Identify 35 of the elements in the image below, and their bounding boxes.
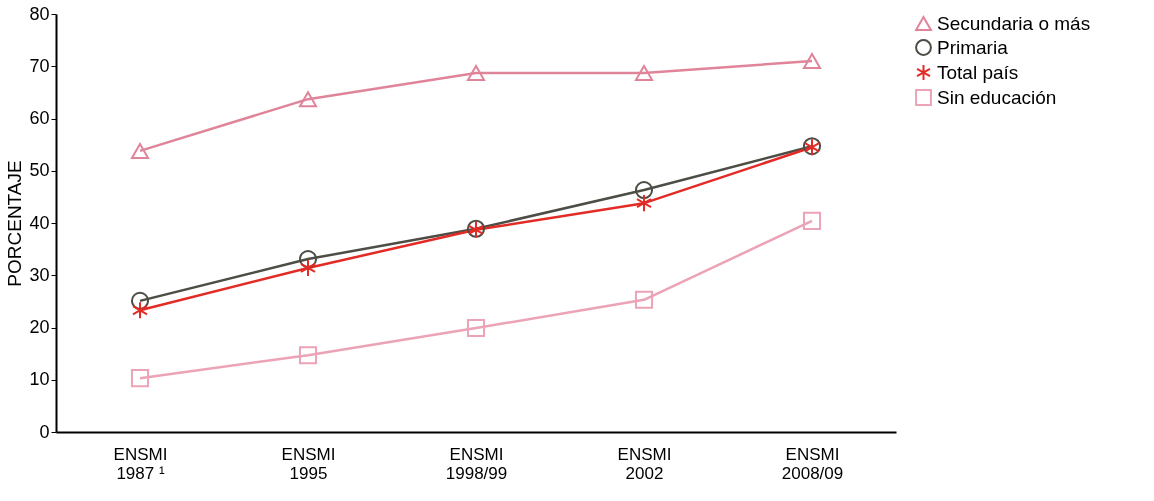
point [634, 290, 654, 309]
point [130, 369, 150, 388]
y-tick-label: 50 [29, 160, 50, 181]
x-tick-label: ENSMI 2002 [617, 444, 672, 483]
legend-label: Secundaria o más [937, 12, 1091, 34]
point [634, 181, 654, 200]
y-tick-label: 70 [29, 55, 50, 76]
x-tick-label: ENSMI 1998/99 [445, 444, 508, 483]
point [298, 346, 318, 365]
point [635, 194, 653, 213]
x-tick-label: ENSMI 1995 [281, 444, 336, 483]
y-tick-label: 60 [29, 108, 50, 128]
x-tick-label: ENSMI 2008/09 [781, 444, 844, 483]
y-axis-title: PORCENTAJE [4, 160, 26, 287]
point [130, 142, 150, 159]
x-tick-label: ENSMI 1987 ¹ [113, 444, 168, 483]
legend-label: Total país [937, 61, 1019, 83]
point [298, 250, 318, 269]
point [802, 53, 822, 70]
y-tick-label: 20 [29, 317, 50, 337]
y-tick-label: 10 [29, 369, 50, 390]
point [634, 65, 654, 82]
point [298, 91, 318, 108]
y-tick-label: 80 [29, 3, 50, 24]
point [466, 65, 486, 82]
point [802, 211, 822, 230]
point [131, 301, 149, 320]
legend-label: Primaria [937, 36, 1009, 58]
point [466, 318, 486, 338]
y-tick-label: 0 [39, 421, 50, 442]
point [130, 291, 150, 310]
y-tick-label: 30 [29, 264, 50, 285]
y-tick-label: 40 [29, 212, 50, 233]
legend-label: Sin educación [937, 86, 1057, 108]
point [299, 258, 317, 277]
